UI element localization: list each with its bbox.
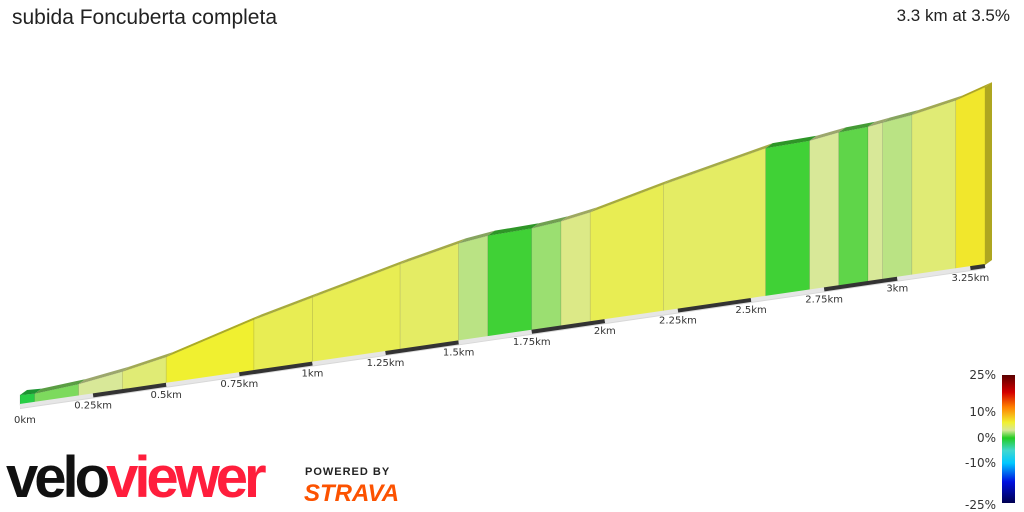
distance-marker-bar — [239, 361, 313, 377]
profile-top-face — [838, 121, 876, 133]
profile-segment — [560, 211, 591, 327]
x-tick-label: 1.75km — [513, 337, 551, 348]
x-tick-label: 0.25km — [74, 400, 112, 411]
x-tick-label: 3km — [886, 284, 908, 295]
distance-marker-bar — [677, 297, 752, 313]
profile-segment — [882, 114, 913, 281]
veloviewer-logo[interactable]: veloviewer — [6, 445, 267, 510]
profile-top-face — [166, 314, 261, 358]
powered-by-label: POWERED BY — [305, 466, 391, 478]
segment-title: subida Foncuberta completa — [12, 6, 277, 29]
logo-viewer: viewer — [106, 445, 267, 510]
distance-marker-bar — [458, 329, 533, 345]
profile-top-face — [882, 109, 919, 123]
profile-top-face — [911, 95, 963, 115]
x-tick-label: 3.25km — [951, 273, 989, 284]
profile-segment — [531, 220, 562, 332]
profile-top-face — [458, 230, 495, 244]
profile-top-face — [531, 216, 568, 229]
distance-marker-bar — [896, 266, 971, 281]
profile-segment — [867, 122, 883, 283]
distance-marker-bar — [92, 382, 167, 398]
profile-segment — [955, 86, 986, 270]
x-tick-label: 1km — [301, 369, 323, 380]
profile-top-face — [122, 352, 174, 372]
distance-marker-bar — [385, 340, 459, 355]
x-tick-label: 0km — [14, 415, 36, 426]
profile-top-face — [955, 82, 992, 101]
profile-top-face — [590, 179, 671, 213]
profile-top-face — [560, 207, 598, 222]
x-tick-label: 0.5km — [150, 390, 181, 401]
strava-logo[interactable]: STRAVA — [304, 480, 400, 507]
profile-top-face — [34, 379, 86, 394]
legend-label: 10% — [969, 405, 996, 419]
segment-summary: 3.3 km at 3.5% — [896, 6, 1010, 25]
distance-marker-bar — [604, 308, 679, 324]
logo-velo: velo — [6, 445, 110, 510]
legend-label: -10% — [965, 456, 996, 470]
x-tick-label: 1.25km — [367, 358, 405, 369]
x-tick-label: 1.5km — [443, 347, 474, 358]
profile-segment — [458, 235, 489, 342]
distance-marker-bar — [750, 287, 825, 302]
x-tick-label: 2km — [594, 326, 616, 337]
profile-segment — [765, 140, 810, 298]
profile-segment — [809, 131, 840, 291]
profile-top-face — [663, 143, 773, 185]
legend-label: 25% — [969, 368, 996, 382]
profile-segment — [487, 227, 533, 338]
profile-segment — [911, 99, 957, 276]
profile-top-face — [400, 238, 466, 265]
x-tick-label: 2.75km — [805, 294, 843, 305]
distance-marker-bar — [312, 350, 386, 366]
x-tick-label: 2.25km — [659, 316, 697, 327]
x-tick-label: 0.75km — [220, 379, 258, 390]
distance-marker-bar — [531, 319, 606, 334]
legend-label: 0% — [977, 431, 996, 445]
profile-top-face — [78, 366, 130, 385]
profile-end-face — [985, 82, 992, 265]
legend-label: -25% — [965, 498, 996, 512]
profile-segment — [589, 184, 664, 323]
distance-marker-bar — [19, 393, 94, 408]
profile-top-face — [868, 117, 890, 127]
profile-top-face — [487, 223, 539, 236]
profile-segment — [253, 296, 313, 372]
profile-top-face — [20, 388, 42, 395]
profile-segment — [838, 126, 869, 287]
profile-top-face — [809, 127, 846, 141]
profile-top-face — [253, 292, 320, 320]
profile-top-face — [312, 259, 408, 298]
profile-top-face — [765, 135, 817, 149]
distance-marker-bar — [165, 372, 240, 387]
gradient-legend-bar — [1002, 375, 1015, 503]
x-tick-label: 2.5km — [735, 305, 766, 316]
distance-marker-bar — [970, 264, 986, 271]
profile-segment — [663, 147, 766, 313]
distance-marker-bar — [823, 276, 898, 292]
